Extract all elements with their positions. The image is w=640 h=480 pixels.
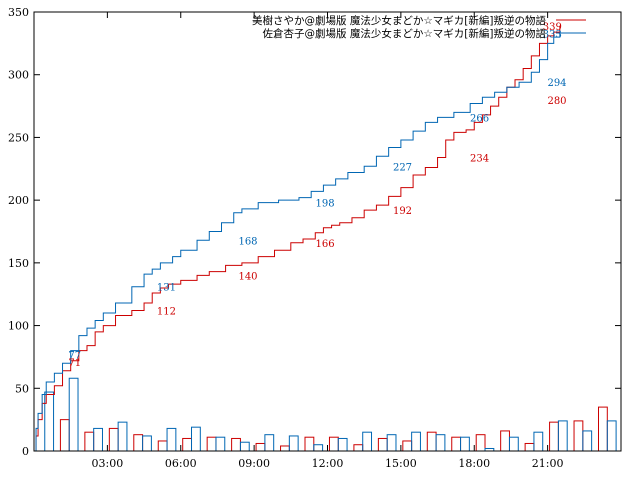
- end-label-1: 333: [543, 29, 562, 40]
- ytick-label-7: 350: [8, 6, 29, 19]
- cumulative-lines: [34, 25, 561, 452]
- annotation-1-2: 168: [238, 236, 257, 247]
- ytick-label-6: 300: [8, 69, 29, 82]
- bar-0-5: [157, 440, 168, 452]
- ytick-label-2: 100: [8, 320, 29, 333]
- annotation-1-6: 294: [547, 78, 566, 89]
- bar-0-14: [377, 437, 388, 452]
- bar-1-19: [508, 436, 519, 452]
- xtick-label-0: 03:00: [92, 457, 124, 470]
- bar-0-12: [328, 436, 339, 452]
- bar-1-2: [93, 427, 103, 452]
- axes: 0 50 100 150 200 250 300 350 03:00 06:00 09:00 12:0…: [8, 6, 622, 470]
- annotation-0-4: 192: [393, 206, 412, 217]
- bar-0-22: [573, 420, 584, 452]
- xtick-label-3: 12:00: [312, 457, 344, 470]
- bar-0-16: [426, 431, 437, 452]
- annotation-1-3: 198: [316, 199, 335, 210]
- annotations: 71 112 140 166 192 234 280 339 77 131 168 198 227 266…: [68, 22, 566, 369]
- bar-1-17: [460, 436, 470, 452]
- bar-0-15: [402, 440, 413, 452]
- bar-0-23: [598, 406, 608, 452]
- annotation-0-0: 71: [68, 358, 81, 369]
- series-line-1: [34, 33, 561, 452]
- annotation-0-3: 166: [316, 239, 335, 250]
- annotation-1-0: 77: [68, 350, 81, 361]
- bar-1-5: [166, 427, 177, 452]
- ytick-label-1: 50: [15, 382, 29, 395]
- hourly-bars: [44, 377, 617, 452]
- bar-1-9: [264, 434, 275, 452]
- xtick-label-6: 21:00: [532, 457, 564, 470]
- bar-1-12: [337, 437, 348, 452]
- bar-1-3: [117, 421, 128, 452]
- bar-1-1: [68, 377, 79, 452]
- annotation-0-6: 280: [547, 96, 566, 107]
- bar-1-23: [606, 420, 617, 452]
- bar-1-10: [288, 435, 299, 452]
- annotation-0-5: 234: [470, 154, 489, 165]
- bar-1-21: [557, 420, 568, 452]
- bar-0-1: [59, 419, 70, 452]
- plot-frame: [33, 11, 622, 452]
- bar-1-16: [435, 434, 446, 452]
- legend-label-0: 美樹さやか@劇場版 魔法少女まどか☆マギカ[新編]叛逆の物語: [252, 14, 546, 27]
- xtick-label-4: 15:00: [385, 457, 417, 470]
- bar-1-22: [582, 430, 593, 452]
- bar-0-19: [500, 430, 510, 452]
- end-label-0: 339: [543, 22, 562, 33]
- ytick-label-0: 0: [22, 445, 29, 458]
- annotation-0-1: 112: [157, 307, 176, 318]
- bar-0-17: [451, 436, 462, 452]
- bar-0-3: [108, 427, 119, 452]
- bar-1-4: [142, 435, 152, 452]
- ytick-label-4: 200: [8, 194, 29, 207]
- ytick-label-3: 150: [8, 257, 29, 270]
- xtick-label-1: 06:00: [165, 457, 197, 470]
- annotation-0-2: 140: [238, 271, 257, 282]
- bar-0-4: [133, 434, 144, 452]
- bar-1-6: [191, 426, 201, 452]
- annotation-1-1: 131: [157, 283, 176, 294]
- bar-0-11: [304, 436, 315, 452]
- bar-0-18: [475, 434, 486, 452]
- annotation-1-4: 227: [393, 162, 412, 173]
- bar-1-7: [215, 436, 226, 452]
- bar-0-13: [353, 444, 364, 452]
- bar-0-2: [84, 431, 95, 452]
- series-line-0: [34, 25, 561, 452]
- bar-1-13: [362, 431, 373, 452]
- bar-1-15: [411, 431, 421, 452]
- legend-label-1: 佐倉杏子@劇場版 魔法少女まどか☆マギカ[新編]叛逆の物語: [263, 27, 547, 40]
- bar-1-20: [533, 431, 544, 452]
- bar-0-8: [231, 437, 241, 452]
- bar-1-14: [386, 434, 397, 452]
- bar-0-6: [182, 437, 193, 452]
- bar-0-9: [255, 442, 266, 452]
- xtick-label-5: 18:00: [458, 457, 490, 470]
- bar-1-8: [239, 441, 250, 452]
- bar-0-10: [280, 445, 290, 452]
- xtick-label-2: 09:00: [238, 457, 270, 470]
- bar-0-20: [524, 442, 535, 452]
- ytick-label-5: 250: [8, 131, 29, 144]
- bar-0-7: [206, 436, 217, 452]
- bar-1-11: [313, 444, 324, 452]
- bar-0-21: [549, 421, 559, 452]
- annotation-1-5: 266: [470, 113, 489, 124]
